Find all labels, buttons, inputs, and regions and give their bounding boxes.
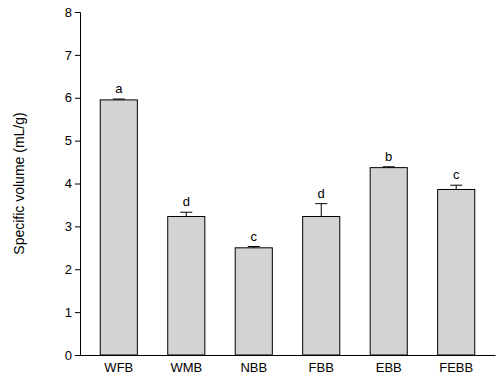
annotation: a [115, 81, 123, 96]
x-tick: FBB [309, 355, 334, 375]
y-tick-label: 5 [65, 133, 72, 148]
y-tick-label: 0 [65, 348, 72, 363]
annotation: d [318, 186, 325, 201]
error-bar [315, 204, 327, 217]
x-tick-label: EBB [376, 360, 402, 375]
error-bar [383, 166, 395, 168]
x-tick: NBB [240, 355, 267, 375]
y-tick-mark [75, 269, 80, 270]
plot-area [100, 99, 475, 355]
x-tick-label: FBB [309, 360, 334, 375]
y-tick: 3 [65, 219, 80, 234]
y-axis-title: Specific volume (mL/g) [11, 112, 27, 254]
error-whisker [186, 212, 187, 216]
bar [168, 217, 205, 355]
x-axis: WFB WMB NBB FBB EBB FEBB [81, 355, 496, 375]
bar [370, 168, 407, 355]
y-tick: 0 [65, 348, 80, 363]
annotation: d [183, 194, 190, 209]
y-tick: 8 [65, 5, 80, 20]
y-tick-mark [75, 98, 80, 99]
error-cap [113, 99, 125, 100]
error-cap [180, 212, 192, 213]
annotation: b [385, 149, 392, 164]
y-tick-label: 1 [65, 305, 72, 320]
annotation: c [251, 229, 258, 244]
bar [100, 100, 137, 355]
error-cap [383, 166, 395, 167]
error-bar [113, 99, 125, 101]
error-cap [248, 246, 260, 247]
error-cap [315, 203, 327, 204]
y-axis-line [75, 13, 81, 356]
chart: a d c d b c 0 1 2 3 4 5 6 7 8 WFB WMB NBB FBB EBB FEBB Specif… [0, 0, 500, 385]
y-tick-label: 4 [65, 176, 72, 191]
y-tick-mark [75, 355, 80, 356]
x-tick-label: WFB [104, 360, 133, 375]
y-tick-mark [75, 312, 80, 313]
bar [235, 248, 272, 355]
error-bar [248, 247, 260, 248]
x-tick: WMB [170, 355, 202, 375]
y-axis: 0 1 2 3 4 5 6 7 8 [65, 5, 81, 363]
y-tick: 6 [65, 90, 80, 105]
y-tick-label: 3 [65, 219, 72, 234]
x-tick: FEBB [439, 355, 473, 375]
y-tick-label: 7 [65, 48, 72, 63]
annotations: a d c d b c [115, 81, 460, 243]
y-tick-mark [75, 55, 80, 56]
error-cap [450, 185, 462, 186]
y-tick: 4 [65, 176, 80, 191]
x-tick-label: FEBB [439, 360, 473, 375]
y-tick: 7 [65, 48, 80, 63]
x-tick-label: WMB [170, 360, 202, 375]
x-tick: EBB [376, 355, 402, 375]
error-bar [450, 185, 462, 189]
x-tick: WFB [104, 355, 133, 375]
error-whisker [456, 185, 457, 189]
y-tick-label: 2 [65, 262, 72, 277]
x-axis-line [81, 355, 496, 356]
y-tick-mark [75, 141, 80, 142]
y-tick-label: 6 [65, 90, 72, 105]
y-tick-mark [75, 226, 80, 227]
bar [303, 217, 340, 355]
y-tick: 5 [65, 133, 80, 148]
annotation: c [453, 167, 460, 182]
y-tick: 2 [65, 262, 80, 277]
y-tick-label: 8 [65, 5, 72, 20]
y-tick-mark [75, 12, 80, 13]
error-bar [180, 212, 192, 216]
bar [438, 190, 475, 355]
y-tick: 1 [65, 305, 80, 320]
x-tick-label: NBB [240, 360, 267, 375]
error-whisker [321, 204, 322, 217]
y-tick-mark [75, 184, 80, 185]
